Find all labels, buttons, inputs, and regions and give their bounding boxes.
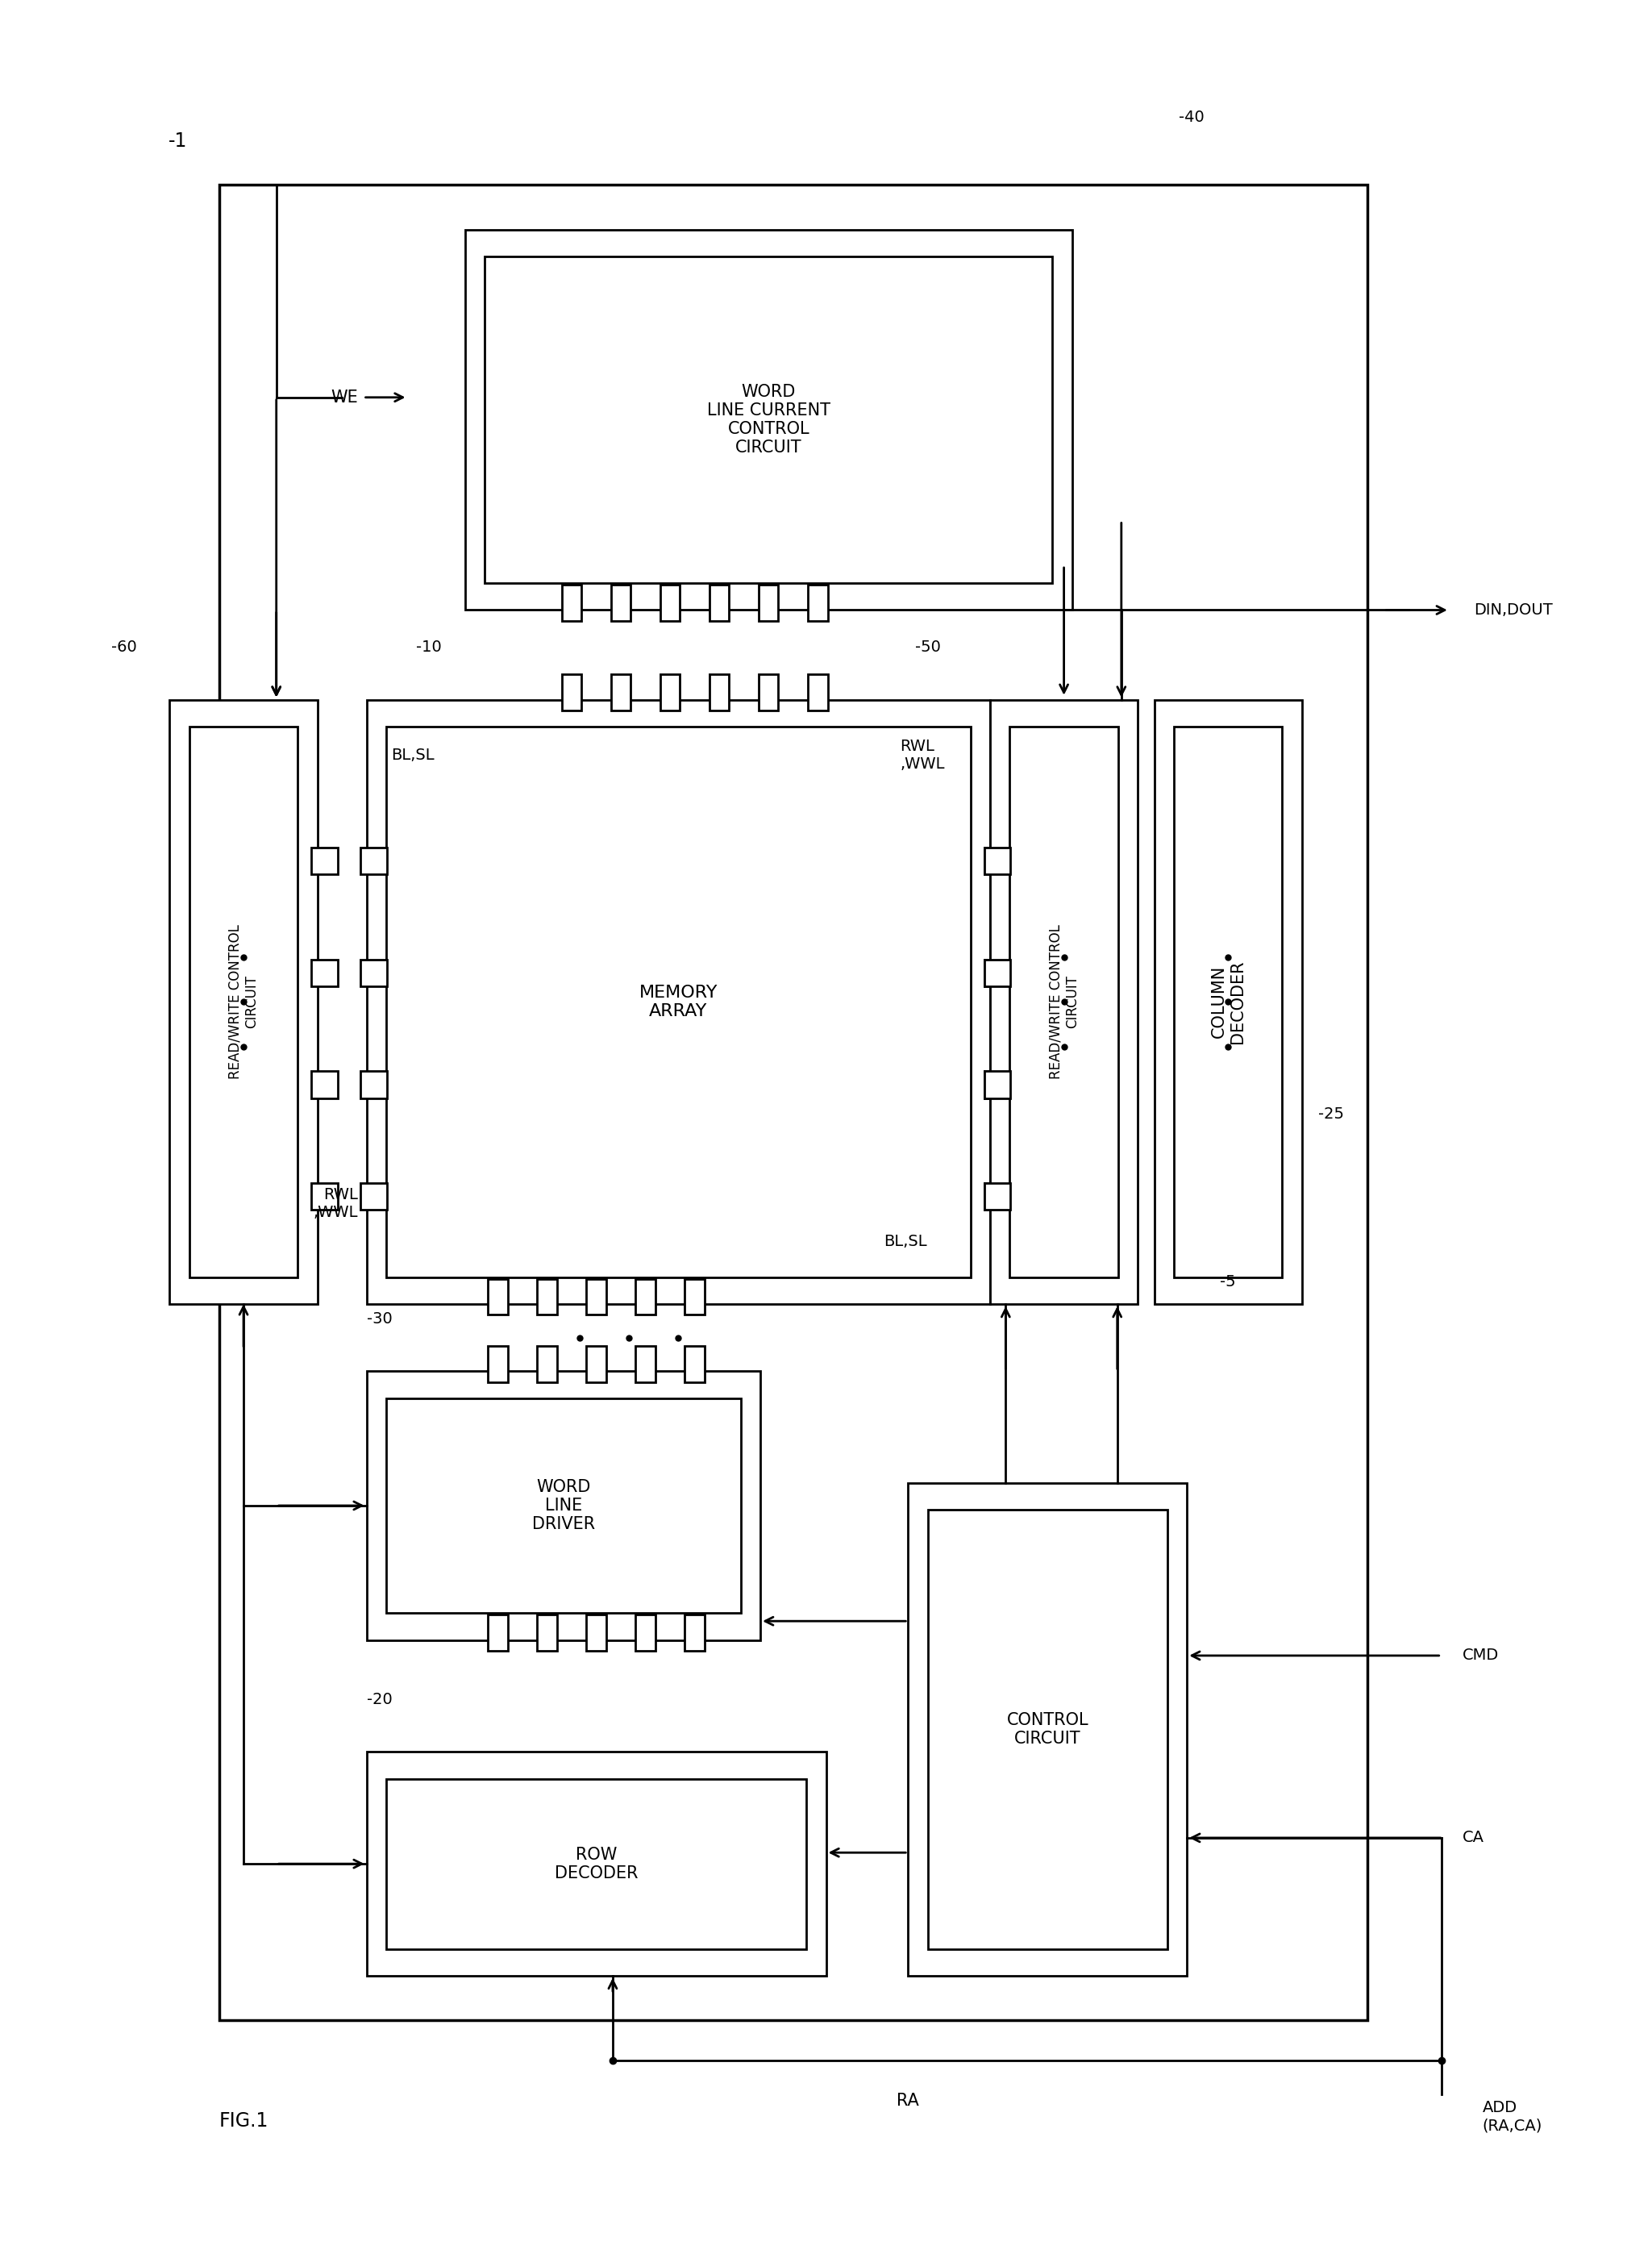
Bar (661, 675, 681, 711)
Text: MEMORY
ARRAY: MEMORY ARRAY (639, 985, 717, 1019)
Text: ROW
DECODER: ROW DECODER (555, 1847, 638, 1881)
Text: BL,SL: BL,SL (392, 747, 434, 763)
Bar (611, 585, 631, 621)
Text: CONTROL
CIRCUIT: CONTROL CIRCUIT (1006, 1712, 1089, 1746)
Text: -30: -30 (367, 1312, 392, 1327)
Bar (709, 585, 729, 621)
Bar (312, 1184, 337, 1210)
Text: WORD
LINE
DRIVER: WORD LINE DRIVER (532, 1478, 595, 1532)
Text: -25: -25 (1318, 1107, 1345, 1120)
Text: -50: -50 (915, 639, 942, 655)
Bar (170, 700, 317, 1305)
Bar (537, 1278, 557, 1314)
Bar (686, 1278, 705, 1314)
Bar (387, 727, 970, 1278)
Bar (985, 1184, 1011, 1210)
Bar (636, 1345, 656, 1381)
Bar (220, 184, 1368, 2021)
Text: -40: -40 (1180, 110, 1204, 126)
Bar (686, 1345, 705, 1381)
Bar (1155, 700, 1302, 1305)
Bar (360, 1071, 387, 1098)
Bar (387, 1397, 740, 1613)
Text: -5: -5 (1219, 1273, 1236, 1289)
Text: -10: -10 (416, 639, 441, 655)
Bar (360, 1184, 387, 1210)
Bar (586, 1278, 606, 1314)
Bar (686, 1616, 705, 1652)
Bar (312, 958, 337, 985)
Bar (758, 675, 778, 711)
Bar (367, 1370, 760, 1640)
Bar (611, 675, 631, 711)
Bar (636, 1278, 656, 1314)
Bar (909, 1483, 1188, 1975)
Bar (360, 958, 387, 985)
Text: READ/WRITE CONTROL
CIRCUIT: READ/WRITE CONTROL CIRCUIT (1049, 925, 1079, 1080)
Bar (985, 1071, 1011, 1098)
Bar (537, 1345, 557, 1381)
Bar (312, 848, 337, 875)
Bar (367, 1753, 826, 1975)
Text: READ/WRITE CONTROL
CIRCUIT: READ/WRITE CONTROL CIRCUIT (228, 925, 259, 1080)
Text: WE: WE (330, 389, 358, 405)
Bar (586, 1345, 606, 1381)
Bar (990, 700, 1138, 1305)
Bar (985, 848, 1011, 875)
Bar (586, 1616, 606, 1652)
Bar (985, 1184, 1011, 1210)
Text: WORD
LINE CURRENT
CONTROL
CIRCUIT: WORD LINE CURRENT CONTROL CIRCUIT (707, 385, 831, 457)
Text: COLUMN
DECODER: COLUMN DECODER (1211, 961, 1246, 1044)
Bar (487, 1616, 507, 1652)
Bar (928, 1510, 1168, 1948)
Bar (1009, 727, 1118, 1278)
Bar (1175, 727, 1282, 1278)
Bar (985, 1071, 1011, 1098)
Bar (808, 585, 828, 621)
Bar (367, 700, 990, 1305)
Text: -1: -1 (169, 133, 187, 151)
Bar (985, 958, 1011, 985)
Text: RA: RA (897, 2092, 919, 2108)
Text: RWL
,WWL: RWL ,WWL (314, 1186, 358, 1220)
Text: DIN,DOUT: DIN,DOUT (1474, 603, 1553, 619)
Bar (312, 1071, 337, 1098)
Bar (562, 675, 582, 711)
Bar (808, 675, 828, 711)
Text: RWL
,WWL: RWL ,WWL (900, 738, 945, 772)
Bar (985, 958, 1011, 985)
Bar (661, 585, 681, 621)
Bar (537, 1616, 557, 1652)
Bar (360, 848, 387, 875)
Bar (985, 848, 1011, 875)
Text: ADD
(RA,CA): ADD (RA,CA) (1482, 2099, 1543, 2133)
Text: CMD: CMD (1462, 1647, 1498, 1663)
Bar (387, 1780, 806, 1949)
Text: BL,SL: BL,SL (884, 1233, 927, 1249)
Bar (487, 1278, 507, 1314)
Bar (190, 727, 297, 1278)
Text: FIG.1: FIG.1 (220, 2110, 268, 2131)
Text: -20: -20 (367, 1692, 392, 1708)
Text: CA: CA (1462, 1829, 1485, 1845)
Bar (709, 675, 729, 711)
Bar (562, 585, 582, 621)
Bar (464, 229, 1072, 610)
Bar (487, 1345, 507, 1381)
Bar (758, 585, 778, 621)
Bar (636, 1616, 656, 1652)
Bar (484, 256, 1052, 583)
Text: -60: -60 (111, 639, 137, 655)
